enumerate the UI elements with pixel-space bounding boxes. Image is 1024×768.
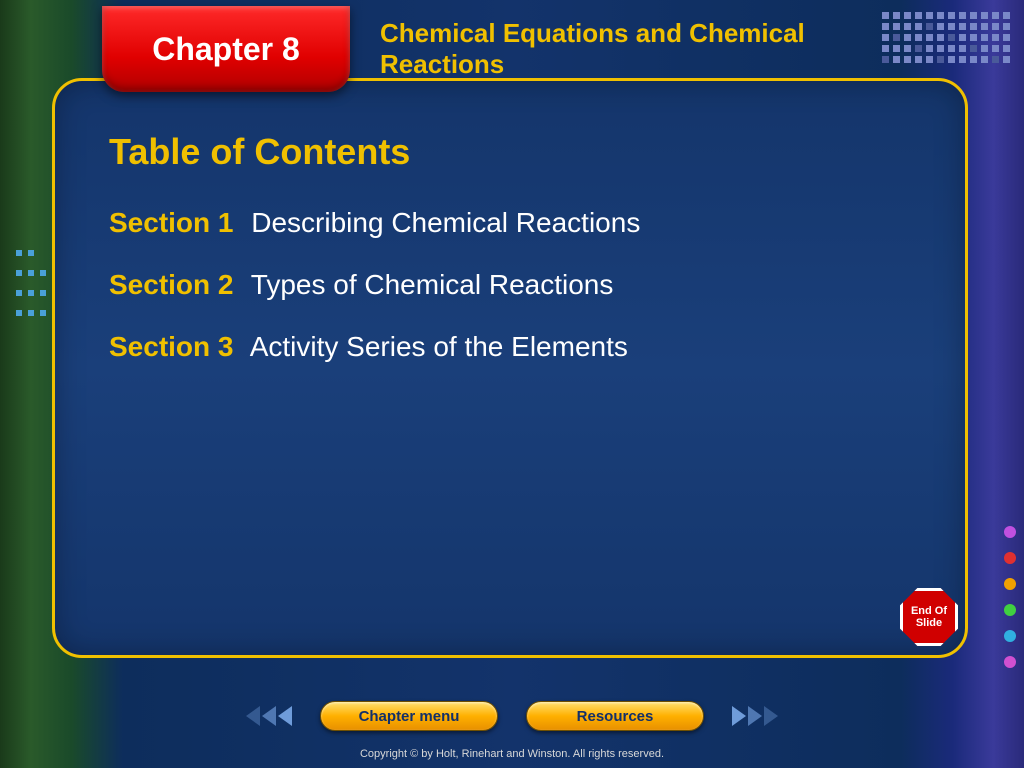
toc-title: Table of Contents — [109, 131, 921, 173]
section-title: Types of Chemical Reactions — [251, 269, 614, 300]
copyright-text: Copyright © by Holt, Rinehart and Winsto… — [0, 748, 1024, 760]
chapter-menu-label: Chapter menu — [359, 708, 460, 725]
content-panel: Table of Contents Section 1 Describing C… — [52, 78, 968, 658]
section-title: Describing Chemical Reactions — [251, 207, 640, 238]
section-label: Section 3 — [109, 331, 233, 362]
chapter-tab-label: Chapter 8 — [152, 31, 300, 68]
section-label: Section 1 — [109, 207, 233, 238]
section-title: Activity Series of the Elements — [250, 331, 628, 362]
section-link-2[interactable]: Section 2 Types of Chemical Reactions — [109, 269, 921, 301]
chapter-subtitle: Chemical Equations and Chemical Reaction… — [380, 18, 860, 80]
end-of-slide-button[interactable]: End Of Slide — [900, 588, 958, 646]
section-label: Section 2 — [109, 269, 233, 300]
resources-button[interactable]: Resources — [526, 701, 704, 731]
prev-arrows-icon[interactable] — [246, 706, 292, 726]
bottom-nav: Chapter menu Resources — [0, 692, 1024, 740]
chapter-menu-button[interactable]: Chapter menu — [320, 701, 498, 731]
decor-dots-topright — [882, 12, 1010, 63]
chapter-tab: Chapter 8 — [102, 6, 350, 92]
decor-dots-right — [1004, 526, 1016, 668]
section-link-3[interactable]: Section 3 Activity Series of the Element… — [109, 331, 921, 363]
end-of-slide-label: End Of Slide — [903, 605, 955, 629]
next-arrows-icon[interactable] — [732, 706, 778, 726]
resources-label: Resources — [577, 708, 654, 725]
section-link-1[interactable]: Section 1 Describing Chemical Reactions — [109, 207, 921, 239]
